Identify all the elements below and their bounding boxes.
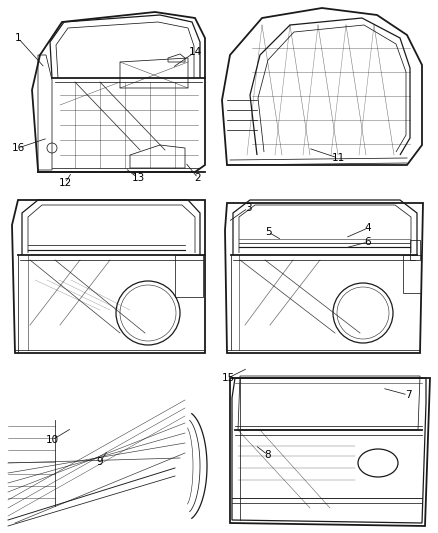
Text: 8: 8 [265, 450, 271, 460]
Bar [403, 255, 421, 293]
Text: 2: 2 [194, 173, 201, 183]
Text: 7: 7 [405, 390, 411, 400]
Text: 1: 1 [15, 33, 21, 43]
Text: 5: 5 [265, 227, 271, 237]
Text: 13: 13 [131, 173, 145, 183]
Text: 14: 14 [188, 47, 201, 57]
Text: 3: 3 [245, 203, 251, 213]
Bar [410, 240, 420, 260]
Text: 4: 4 [365, 223, 371, 233]
Bar [175, 255, 203, 297]
Text: 11: 11 [332, 153, 345, 163]
Text: 16: 16 [11, 143, 25, 153]
Text: 10: 10 [46, 435, 59, 445]
Text: 12: 12 [58, 178, 72, 188]
Text: 9: 9 [97, 457, 103, 467]
Text: 6: 6 [365, 237, 371, 247]
Text: 15: 15 [221, 373, 235, 383]
